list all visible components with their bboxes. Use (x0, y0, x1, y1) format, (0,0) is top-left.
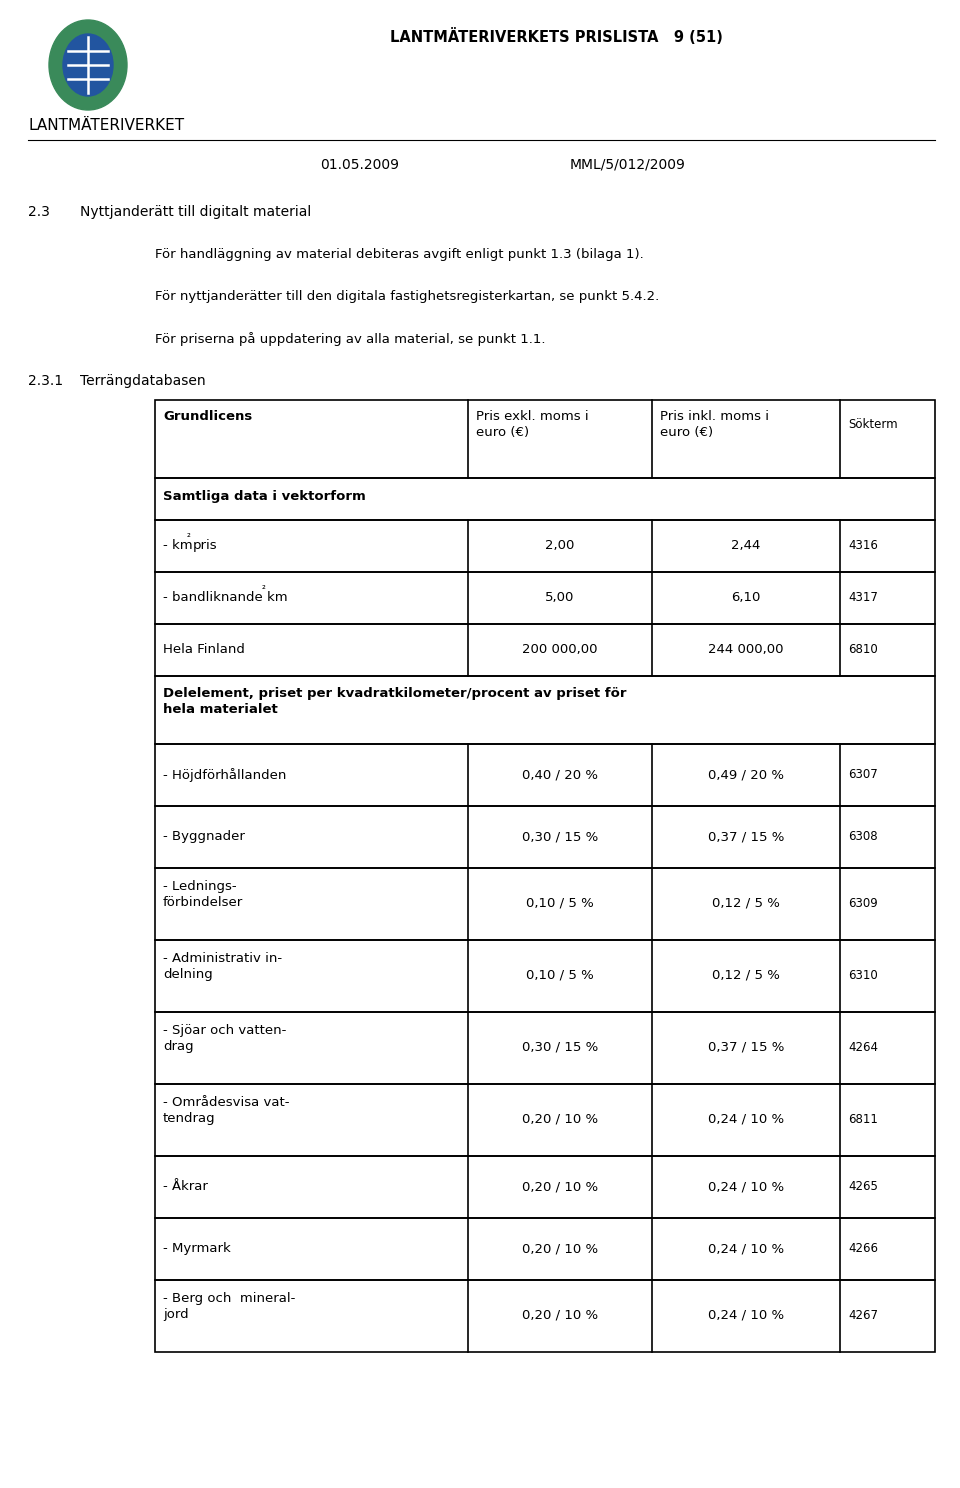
Text: Nyttjanderätt till digitalt material: Nyttjanderätt till digitalt material (80, 205, 311, 219)
Text: 4317: 4317 (848, 591, 877, 604)
Bar (155, 868, 935, 940)
Bar (155, 1012, 935, 1083)
Text: 6811: 6811 (848, 1113, 877, 1126)
Text: - Områdesvisa vat-
tendrag: - Områdesvisa vat- tendrag (163, 1097, 290, 1125)
Text: 6308: 6308 (848, 830, 877, 844)
Text: - km: - km (163, 539, 193, 552)
Text: Terrängdatabasen: Terrängdatabasen (80, 373, 205, 388)
Text: 0,40 / 20 %: 0,40 / 20 % (522, 768, 598, 781)
Text: För handläggning av material debiteras avgift enligt punkt 1.3 (bilaga 1).: För handläggning av material debiteras a… (155, 248, 644, 260)
Bar (155, 676, 935, 744)
Bar (155, 571, 935, 623)
Text: - Sjöar och vatten-
drag: - Sjöar och vatten- drag (163, 1024, 286, 1054)
Text: 5,00: 5,00 (545, 591, 575, 604)
Text: 0,20 / 10 %: 0,20 / 10 % (522, 1309, 598, 1321)
Text: - Byggnader: - Byggnader (163, 830, 245, 844)
Text: 0,24 / 10 %: 0,24 / 10 % (708, 1309, 784, 1321)
Text: 2,44: 2,44 (732, 539, 760, 552)
Text: 6309: 6309 (848, 897, 877, 911)
Text: - Berg och  mineral-
jord: - Berg och mineral- jord (163, 1292, 296, 1321)
Text: 0,12 / 5 %: 0,12 / 5 % (712, 969, 780, 982)
Bar (155, 1156, 935, 1219)
Text: 0,20 / 10 %: 0,20 / 10 % (522, 1180, 598, 1193)
Text: 2.3: 2.3 (28, 205, 50, 219)
Bar (155, 744, 935, 806)
Bar (155, 1083, 935, 1156)
Text: Hela Finland: Hela Finland (163, 643, 245, 656)
Text: 0,20 / 10 %: 0,20 / 10 % (522, 1113, 598, 1126)
Text: Grundlicens: Grundlicens (163, 411, 252, 423)
Text: 0,10 / 5 %: 0,10 / 5 % (526, 969, 594, 982)
Text: LANTMÄTERIVERKET: LANTMÄTERIVERKET (28, 118, 184, 132)
Text: ²: ² (261, 585, 266, 595)
Text: Delelement, priset per kvadratkilometer/procent av priset för
hela materialet: Delelement, priset per kvadratkilometer/… (163, 687, 627, 716)
Bar (155, 400, 935, 478)
Text: 0,30 / 15 %: 0,30 / 15 % (522, 1042, 598, 1054)
Text: 0,24 / 10 %: 0,24 / 10 % (708, 1242, 784, 1254)
Text: 244 000,00: 244 000,00 (708, 643, 783, 656)
Text: - bandliknande km: - bandliknande km (163, 591, 288, 604)
Text: 4265: 4265 (848, 1180, 877, 1193)
Text: 4267: 4267 (848, 1309, 878, 1321)
Text: - Åkrar: - Åkrar (163, 1180, 208, 1193)
Text: 0,24 / 10 %: 0,24 / 10 % (708, 1180, 784, 1193)
Text: Samtliga data i vektorform: Samtliga data i vektorform (163, 490, 366, 503)
Ellipse shape (49, 19, 127, 110)
Ellipse shape (63, 34, 113, 97)
Text: 0,49 / 20 %: 0,49 / 20 % (708, 768, 784, 781)
Text: 4316: 4316 (848, 539, 877, 552)
Text: 4264: 4264 (848, 1042, 878, 1054)
Text: 01.05.2009: 01.05.2009 (320, 158, 399, 173)
Bar (155, 623, 935, 676)
Text: ²: ² (186, 533, 190, 543)
Text: - Myrmark: - Myrmark (163, 1242, 230, 1254)
Bar (155, 940, 935, 1012)
Text: För priserna på uppdatering av alla material, se punkt 1.1.: För priserna på uppdatering av alla mate… (155, 332, 545, 347)
Bar (155, 806, 935, 868)
Text: - Administrativ in-
delning: - Administrativ in- delning (163, 952, 282, 981)
Text: 6810: 6810 (848, 643, 877, 656)
Bar (155, 1219, 935, 1280)
Text: 2,00: 2,00 (545, 539, 575, 552)
Text: 6307: 6307 (848, 768, 877, 781)
Text: MML/5/012/2009: MML/5/012/2009 (570, 158, 685, 173)
Text: - Höjdförhållanden: - Höjdförhållanden (163, 768, 286, 783)
Text: pris: pris (193, 539, 218, 552)
Text: 0,12 / 5 %: 0,12 / 5 % (712, 897, 780, 911)
Text: 0,10 / 5 %: 0,10 / 5 % (526, 897, 594, 911)
Text: 0,24 / 10 %: 0,24 / 10 % (708, 1113, 784, 1126)
Text: Pris exkl. moms i
euro (€): Pris exkl. moms i euro (€) (476, 411, 588, 439)
Text: 6,10: 6,10 (732, 591, 760, 604)
Text: 0,20 / 10 %: 0,20 / 10 % (522, 1242, 598, 1254)
Text: Sökterm: Sökterm (848, 418, 898, 432)
Text: Pris inkl. moms i
euro (€): Pris inkl. moms i euro (€) (660, 411, 769, 439)
Text: 4266: 4266 (848, 1242, 878, 1254)
Text: 0,37 / 15 %: 0,37 / 15 % (708, 830, 784, 844)
Text: 200 000,00: 200 000,00 (522, 643, 598, 656)
Bar (155, 519, 935, 571)
Text: 6310: 6310 (848, 969, 877, 982)
Bar (155, 1280, 935, 1353)
Bar (155, 478, 935, 519)
Text: 0,30 / 15 %: 0,30 / 15 % (522, 830, 598, 844)
Text: - Lednings-
förbindelser: - Lednings- förbindelser (163, 879, 243, 909)
Text: 2.3.1: 2.3.1 (28, 373, 63, 388)
Text: LANTMÄTERIVERKETS PRISLISTA   9 (51): LANTMÄTERIVERKETS PRISLISTA 9 (51) (390, 28, 723, 45)
Text: 0,37 / 15 %: 0,37 / 15 % (708, 1042, 784, 1054)
Text: För nyttjanderätter till den digitala fastighetsregisterkartan, se punkt 5.4.2.: För nyttjanderätter till den digitala fa… (155, 290, 660, 304)
